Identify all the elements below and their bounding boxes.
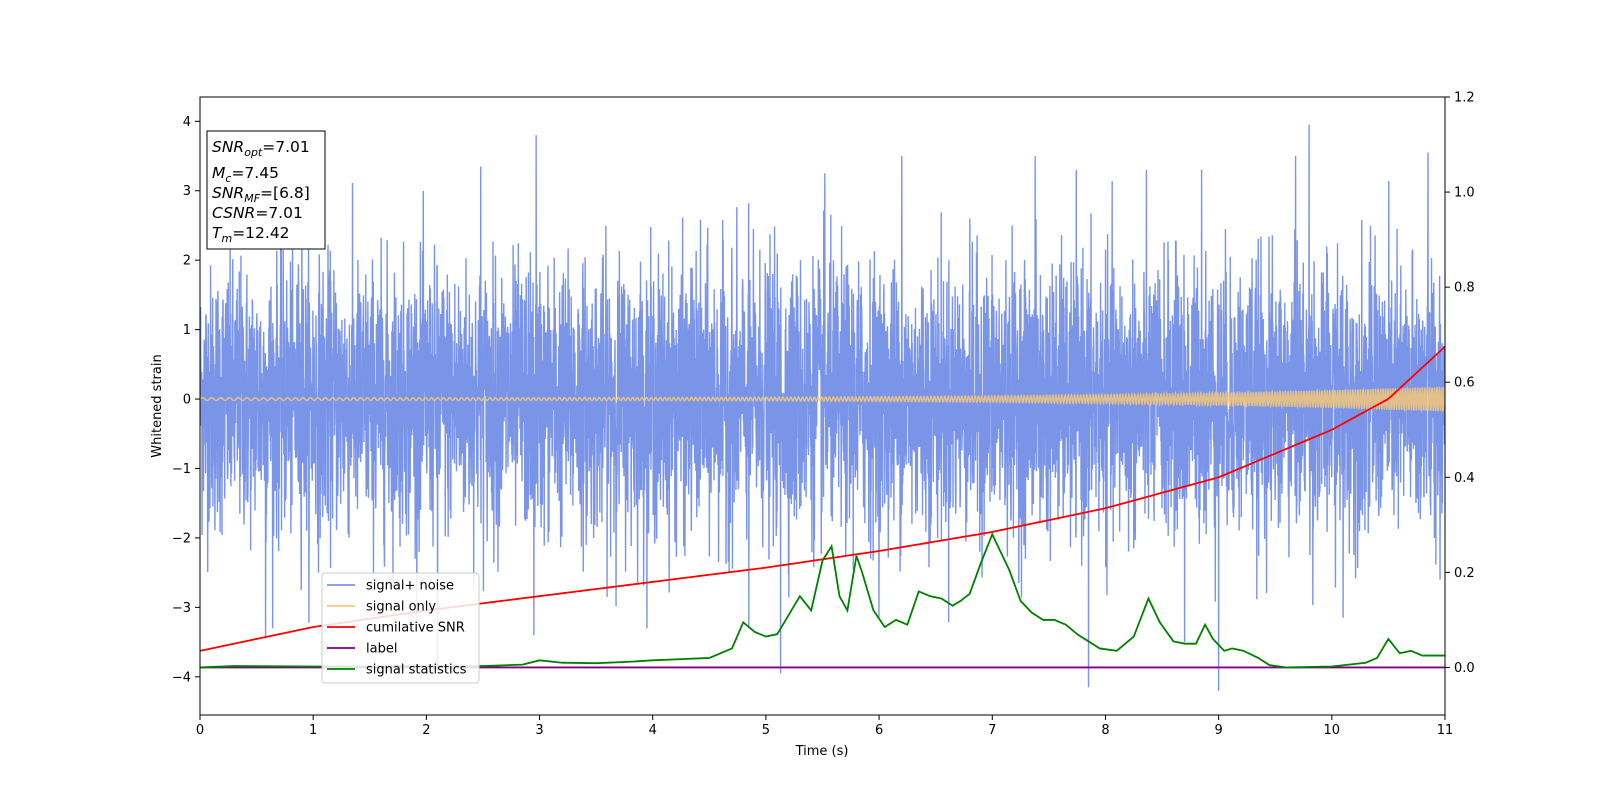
x-axis: 0 1 2 3 4 5 6 7 8 9 10 11 bbox=[196, 715, 1453, 738]
y2-tick-label: 0.6 bbox=[1454, 376, 1475, 391]
x-axis-label: Time (s) bbox=[795, 744, 849, 759]
x-tick-label: 1 bbox=[309, 723, 317, 738]
y-axis-label: Whitened strain bbox=[150, 354, 165, 457]
legend-label: signal statistics bbox=[366, 663, 467, 678]
y-tick-label: −3 bbox=[172, 601, 191, 616]
x-tick-label: 5 bbox=[762, 723, 770, 738]
legend-label: signal+ noise bbox=[366, 579, 454, 594]
x-tick-label: 6 bbox=[875, 723, 883, 738]
series-signal-noise-line bbox=[200, 124, 1445, 691]
y2-tick-label: 0.2 bbox=[1454, 566, 1475, 581]
x-tick-label: 9 bbox=[1214, 723, 1222, 738]
info-line: SNRMF=[6.8] bbox=[212, 184, 310, 205]
legend-frame bbox=[321, 572, 480, 684]
y2-tick-label: 0.4 bbox=[1454, 471, 1475, 486]
x-tick-label: 11 bbox=[1437, 723, 1454, 738]
legend: signal+ noise signal only cumilative SNR la… bbox=[321, 572, 480, 684]
y-axis-right: 0.0 0.2 0.4 0.6 0.8 1.0 1.2 bbox=[1445, 91, 1475, 676]
legend-label: cumilative SNR bbox=[366, 621, 465, 636]
info-line: Mc=7.45 bbox=[212, 164, 279, 185]
x-tick-label: 0 bbox=[196, 723, 204, 738]
info-line: Tm=12.42 bbox=[212, 224, 290, 245]
series-signal-statistics-line bbox=[200, 532, 1445, 669]
x-tick-label: 2 bbox=[422, 723, 430, 738]
x-tick-label: 7 bbox=[988, 723, 996, 738]
y-tick-label: 2 bbox=[183, 254, 191, 269]
y-tick-label: −2 bbox=[172, 531, 191, 546]
y-axis-left: −4 −3 −2 −1 0 1 2 3 4 bbox=[172, 115, 200, 685]
info-box-frame bbox=[206, 130, 326, 250]
info-line: SNRopt=7.01 bbox=[212, 138, 310, 159]
y2-tick-label: 1.0 bbox=[1454, 186, 1475, 201]
x-tick-label: 3 bbox=[535, 723, 543, 738]
info-line: CSNR=7.01 bbox=[212, 204, 303, 222]
x-tick-label: 4 bbox=[649, 723, 657, 738]
y-tick-label: 3 bbox=[183, 184, 191, 199]
legend-label: label bbox=[366, 642, 397, 657]
y-tick-label: 4 bbox=[183, 115, 191, 130]
y2-tick-label: 1.2 bbox=[1454, 91, 1475, 106]
legend-label: signal only bbox=[366, 600, 436, 615]
x-tick-label: 10 bbox=[1324, 723, 1341, 738]
x-tick-label: 8 bbox=[1101, 723, 1109, 738]
y-tick-label: 0 bbox=[183, 393, 191, 408]
y2-tick-label: 0.8 bbox=[1454, 281, 1475, 296]
y-tick-label: 1 bbox=[183, 323, 191, 338]
series-signal-only-line bbox=[200, 385, 1445, 413]
plot-frame bbox=[199, 96, 1446, 716]
y-tick-label: −4 bbox=[172, 670, 191, 685]
y-tick-label: −1 bbox=[172, 462, 191, 477]
y2-tick-label: 0.0 bbox=[1454, 661, 1475, 676]
